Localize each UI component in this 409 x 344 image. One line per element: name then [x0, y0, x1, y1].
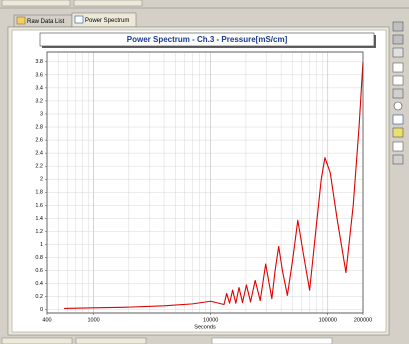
tool-button[interactable] [392, 62, 404, 73]
y-tick-label: 1.8 [35, 190, 43, 196]
y-tick-label: 2.8 [35, 124, 43, 130]
tool-button[interactable] [392, 141, 404, 152]
plot-border [46, 51, 364, 314]
y-tick-label: 1.4 [35, 216, 43, 222]
toolbar [392, 21, 404, 165]
bottom-tab[interactable] [1, 337, 73, 344]
status-field [211, 337, 333, 344]
x-tick-label: 100000 [319, 317, 337, 323]
tool-button[interactable] [393, 101, 403, 111]
y-tick-label: 0.2 [35, 294, 43, 300]
y-tick-label: 0.8 [35, 255, 43, 261]
top-tab[interactable] [1, 0, 71, 7]
x-tick-label: 1000 [87, 317, 99, 323]
x-axis-label: Seconds [194, 324, 216, 330]
tool-button[interactable] [392, 88, 404, 99]
y-tick-label: 0 [40, 307, 43, 313]
y-tick-label: 3 [40, 111, 43, 117]
tool-button[interactable] [392, 21, 404, 32]
top-tab[interactable] [73, 0, 143, 7]
x-tick-label: 10000 [203, 317, 218, 323]
y-tick-label: 2.6 [35, 138, 43, 144]
tool-button[interactable] [392, 154, 404, 165]
bottom-strip [0, 336, 409, 344]
y-tick-label: 0.4 [35, 281, 43, 287]
title-box [39, 32, 375, 47]
tab[interactable]: Raw Data List [13, 14, 73, 28]
y-tick-label: 1.6 [35, 203, 43, 209]
chart-title: Power Spectrum - Ch.3 - Pressure[mS/cm] [127, 35, 288, 44]
tool-button[interactable] [392, 34, 404, 45]
tool-button[interactable] [392, 75, 404, 86]
y-tick-label: 3.8 [35, 59, 43, 65]
plot-frame [46, 51, 364, 314]
tab-label: Raw Data List [27, 19, 65, 25]
y-tick-label: 2.2 [35, 164, 43, 170]
tab-label: Power Spectrum [85, 18, 129, 24]
y-tick-label: 3.4 [35, 85, 43, 91]
y-tick-label: 3.2 [35, 98, 43, 104]
tool-button[interactable] [392, 47, 404, 58]
tab[interactable]: Power Spectrum [71, 12, 137, 28]
x-tick-label: 200000 [354, 317, 372, 323]
y-tick-label: 3.6 [35, 72, 43, 78]
y-tick-label: 0.6 [35, 268, 43, 274]
y-tick-label: 1 [40, 242, 43, 248]
y-tick-label: 1.2 [35, 229, 43, 235]
y-tick-label: 2.4 [35, 151, 43, 157]
plot: 0 0.2 0.4 0.6 0.8 1 1.2 1.4 1.6 1.8 2 2.2 2.4 2.6 2.8 3… [35, 51, 372, 323]
tool-button[interactable] [392, 127, 404, 138]
bottom-tab[interactable] [75, 337, 147, 344]
top-strip [0, 0, 409, 8]
y-tick-label: 2 [40, 177, 43, 183]
data-line [64, 61, 364, 309]
tool-button[interactable] [392, 114, 404, 125]
x-tick-label: 400 [42, 317, 51, 323]
